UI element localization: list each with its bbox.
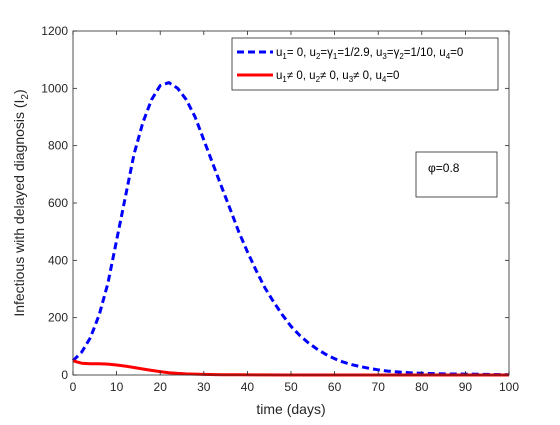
legend-subscript: 3 xyxy=(349,75,354,84)
y-axis-label-close: ) xyxy=(11,89,27,94)
legend-text-part: =1/2.9, u xyxy=(337,47,382,59)
legend-text-part: =γ xyxy=(387,47,400,59)
legend-label-red: u1≠ 0, u2≠ 0, u3≠ 0, u4=0 xyxy=(276,70,399,84)
annotation-box xyxy=(415,151,498,198)
x-tick-label: 90 xyxy=(459,380,473,394)
legend-label-blue: u1= 0, u2=γ1=1/2.9, u3=γ2=1/10, u4=0 xyxy=(276,47,463,61)
y-tick-label: 200 xyxy=(48,311,68,325)
annotation-text: φ=0.8 xyxy=(428,161,460,175)
y-tick-label: 1200 xyxy=(41,24,68,38)
legend-text-part: =0 xyxy=(450,47,463,59)
legend-subscript: 2 xyxy=(316,75,321,84)
tick-layer: 0 10 20 30 40 50 60 70 80 90 100020040060080010001… xyxy=(41,24,519,394)
x-tick-label: 10 xyxy=(110,380,124,394)
legend-subscript: 1 xyxy=(333,52,338,61)
x-tick-label: 100 xyxy=(499,380,519,394)
legend-subscript: 2 xyxy=(316,52,321,61)
x-tick-label: 70 xyxy=(372,380,386,394)
legend-text-part: ≠ 0, u xyxy=(320,70,349,82)
legend-text-part: =0 xyxy=(386,70,399,82)
legend-text-part: =γ xyxy=(320,47,333,59)
x-tick-label: 60 xyxy=(328,380,342,394)
y-tick-label: 800 xyxy=(48,139,68,153)
legend-text-part: ≠ 0, u xyxy=(287,70,316,82)
legend-text-part: u xyxy=(276,70,282,82)
legend-subscript: 2 xyxy=(399,52,404,61)
legend-text-part: u xyxy=(276,47,282,59)
legend-text-part: =1/10, u xyxy=(404,47,446,59)
x-tick-label: 80 xyxy=(415,380,429,394)
legend-subscript: 4 xyxy=(382,75,387,84)
y-axis-label-subscript: 2 xyxy=(20,94,31,100)
legend-subscript: 1 xyxy=(282,52,287,61)
legend-text-part: ≠ 0, u xyxy=(353,70,382,82)
legend-box xyxy=(231,37,499,91)
annotation: φ=0.8 xyxy=(415,151,498,198)
legend-subscript: 1 xyxy=(282,75,287,84)
x-tick-label: 0 xyxy=(70,380,77,394)
y-tick-label: 1000 xyxy=(41,81,68,95)
legend-text-part: = 0, u xyxy=(287,47,316,59)
series-line-blue xyxy=(71,81,510,377)
x-tick-label: 30 xyxy=(197,380,211,394)
x-axis-label: time (days) xyxy=(256,401,325,417)
y-tick-label: 400 xyxy=(48,253,68,267)
legend: u1= 0, u2=γ1=1/2.9, u3=γ2=1/10, u4=0 u1≠… xyxy=(231,37,499,91)
x-tick-label: 40 xyxy=(241,380,255,394)
y-tick-label: 600 xyxy=(48,196,68,210)
x-tick-label: 20 xyxy=(154,380,168,394)
legend-subscript: 3 xyxy=(382,52,387,61)
y-tick-label: 0 xyxy=(61,368,68,382)
legend-subscript: 4 xyxy=(446,52,451,61)
y-axis-label: Infectious with delayed diagnosis (I2) xyxy=(11,89,31,316)
x-tick-label: 50 xyxy=(284,380,298,394)
y-axis-label-main: Infectious with delayed diagnosis (I xyxy=(11,100,27,317)
